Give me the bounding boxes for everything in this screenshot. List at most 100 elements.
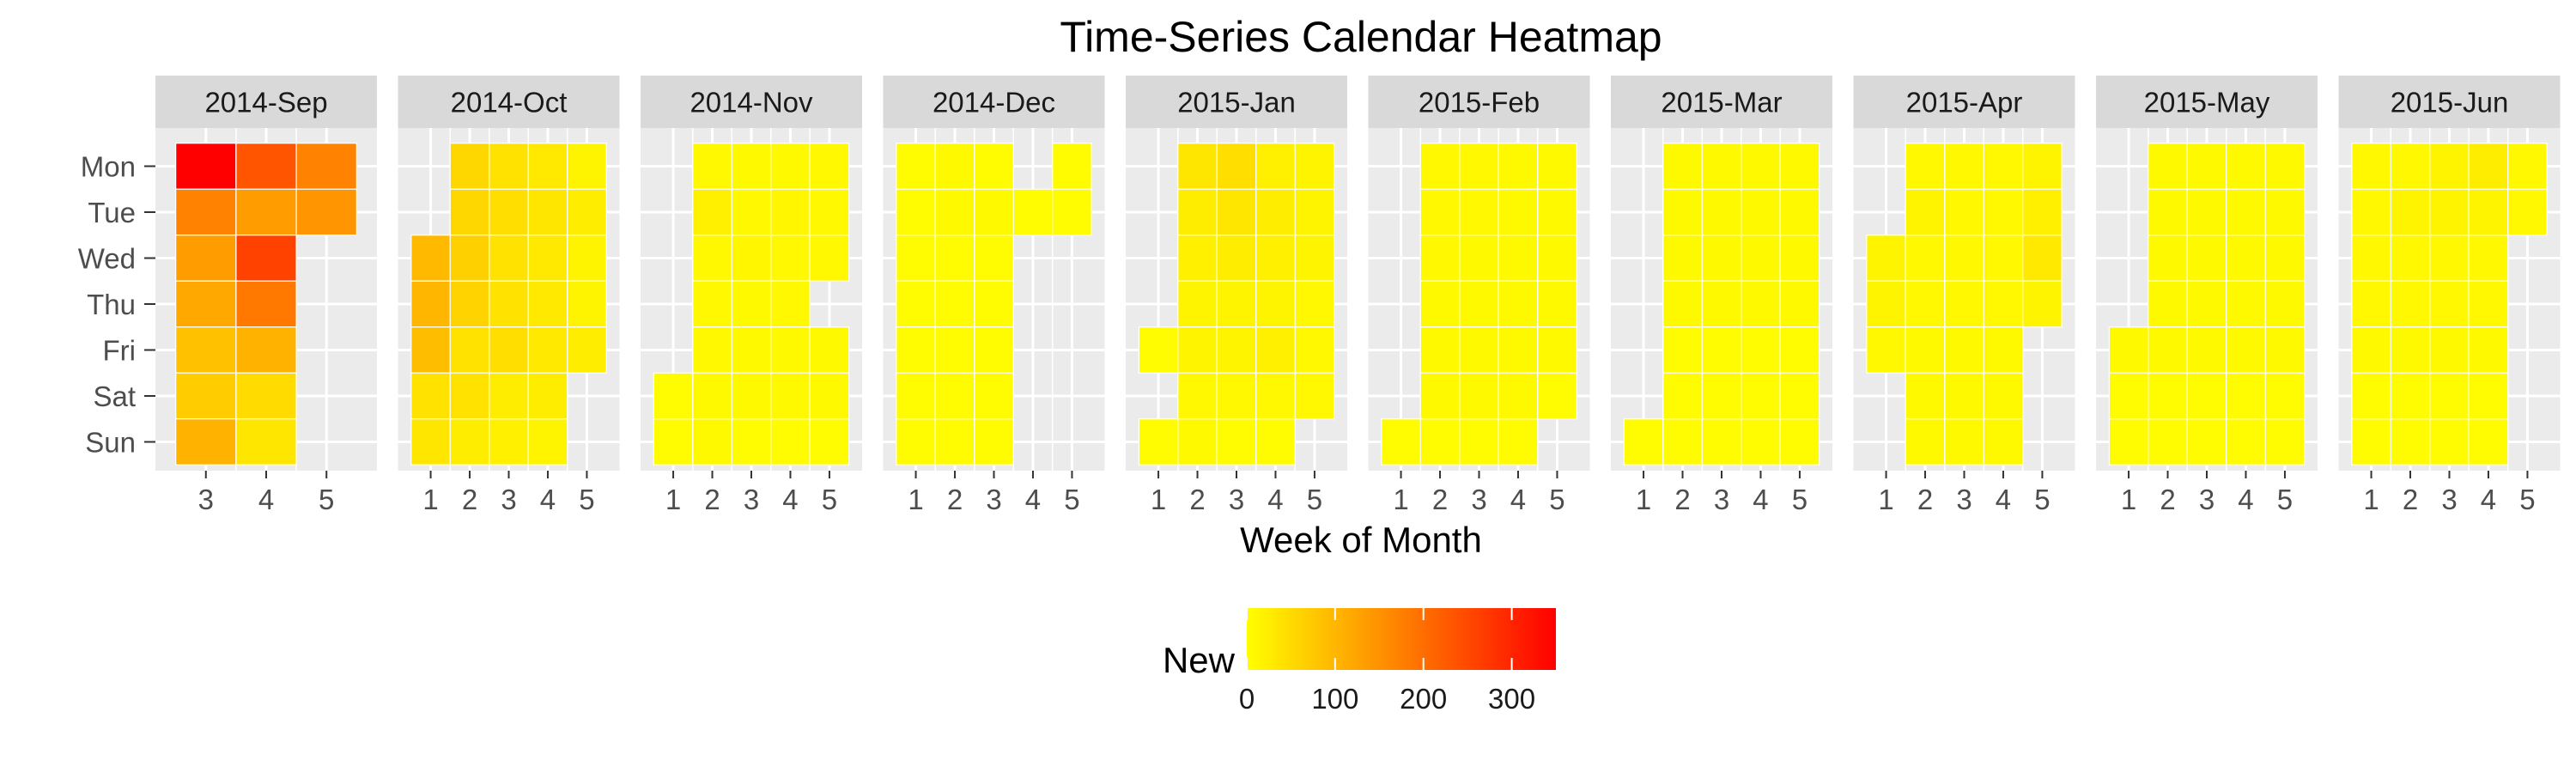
x-tick-label: 1 (2121, 484, 2136, 515)
heatmap-cell (1459, 143, 1499, 190)
heatmap-cell (1419, 372, 1461, 420)
facet-label: 2014-Dec (933, 87, 1055, 119)
facet-panel: 2014-Oct 1 2 3 4 5 (398, 76, 620, 515)
facet-panel: 2015-Apr 1 2 3 4 5 (1853, 76, 2075, 515)
x-tick-label: 4 (1510, 484, 1526, 515)
heatmap-cell (1905, 143, 1946, 190)
heatmap-cell (934, 372, 975, 420)
heatmap-cell (2148, 418, 2188, 466)
heatmap-cell (1177, 280, 1218, 328)
heatmap-cell (1905, 234, 1946, 282)
heatmap-cell (809, 372, 850, 420)
x-tick-label: 4 (1753, 484, 1768, 515)
heatmap-cell (2429, 234, 2470, 282)
heatmap-cell (1905, 418, 1946, 466)
heatmap-cell (527, 418, 568, 466)
heatmap-cell (1983, 234, 2024, 282)
heatmap-cell (2429, 143, 2470, 190)
heatmap-cell (527, 143, 568, 190)
heatmap-cell (1012, 188, 1054, 236)
heatmap-cell (2429, 372, 2470, 420)
facet-strip (2338, 76, 2561, 128)
facet-panel: 2014-Nov 1 2 3 4 5 (641, 76, 862, 515)
x-tick-label: 5 (1549, 484, 1564, 515)
heatmap-cell (1701, 372, 1742, 420)
heatmap-cell (2186, 372, 2227, 420)
y-tick-label: Mon (81, 151, 136, 183)
heatmap-cell (567, 234, 607, 282)
heatmap-cell (1255, 188, 1296, 236)
heatmap-cell (1983, 280, 2024, 328)
legend-tick-label: 300 (1488, 683, 1535, 715)
heatmap-cell (449, 143, 490, 190)
heatmap-cell (896, 188, 936, 236)
legend-ticks: 0 100 200 300 (1239, 608, 1535, 715)
heatmap-cell (1255, 280, 1296, 328)
heatmap-cell (770, 418, 811, 466)
x-tick-label: 5 (2519, 484, 2535, 515)
heatmap-cell (449, 372, 490, 420)
heatmap-cell (2468, 280, 2509, 328)
heatmap-cell (449, 280, 490, 328)
heatmap-cell (1255, 372, 1296, 420)
heatmap-cell (896, 234, 936, 282)
heatmap-cell (1944, 280, 1984, 328)
heatmap-cell (1216, 372, 1257, 420)
heatmap-cell (489, 234, 529, 282)
heatmap-cell (2186, 143, 2227, 190)
heatmap-cell (1662, 372, 1703, 420)
heatmap-cell (1216, 418, 1257, 466)
heatmap-cell (934, 418, 975, 466)
heatmap-cell (1294, 188, 1335, 236)
heatmap-cell (567, 188, 607, 236)
heatmap-cell (770, 372, 811, 420)
heatmap-cell (1905, 280, 1946, 328)
heatmap-cell (1779, 326, 1820, 374)
heatmap-cell (2226, 143, 2266, 190)
heatmap-cell (489, 280, 529, 328)
x-tick-label: 5 (2277, 484, 2293, 515)
heatmap-cell (692, 372, 732, 420)
heatmap-cell (235, 326, 297, 374)
heatmap-cell (2186, 188, 2227, 236)
heatmap-cell (175, 234, 237, 282)
x-tick-label: 1 (422, 484, 438, 515)
facet-strip (2096, 76, 2318, 128)
heatmap-cell (1177, 418, 1218, 466)
heatmap-cell (1779, 188, 1820, 236)
x-tick-label: 2 (2403, 484, 2418, 515)
x-tick-label: 5 (822, 484, 837, 515)
heatmap-cell (974, 143, 1014, 190)
x-tick-label: 4 (540, 484, 556, 515)
facet-strip (398, 76, 620, 128)
heatmap-cell (1419, 143, 1461, 190)
heatmap-cell (235, 143, 297, 190)
x-tick-label: 3 (501, 484, 516, 515)
heatmap-cell (2022, 188, 2063, 236)
heatmap-cell (2148, 280, 2188, 328)
heatmap-cell (2468, 188, 2509, 236)
y-tick-label: Sun (85, 427, 136, 459)
facet-strip (641, 76, 862, 128)
heatmap-cell (2351, 143, 2391, 190)
heatmap-cell (2226, 372, 2266, 420)
heatmap-cell (1419, 326, 1461, 374)
x-tick-label: 3 (2199, 484, 2215, 515)
heatmap-cell (653, 418, 694, 466)
heatmap-cell (1944, 234, 1984, 282)
x-tick-label: 5 (1307, 484, 1322, 515)
facet-label: 2015-Apr (1906, 87, 2023, 119)
heatmap-cell (1216, 188, 1257, 236)
heatmap-cell (2148, 234, 2188, 282)
heatmap-cell (2264, 372, 2306, 420)
heatmap-cell (2468, 143, 2509, 190)
heatmap-cell (770, 143, 811, 190)
heatmap-cell (1381, 418, 1421, 466)
heatmap-cell (934, 234, 975, 282)
heatmap-cell (731, 372, 772, 420)
heatmap-cell (692, 234, 732, 282)
heatmap-cell (1741, 280, 1781, 328)
heatmap-cell (974, 234, 1014, 282)
facet-strip (155, 76, 377, 128)
